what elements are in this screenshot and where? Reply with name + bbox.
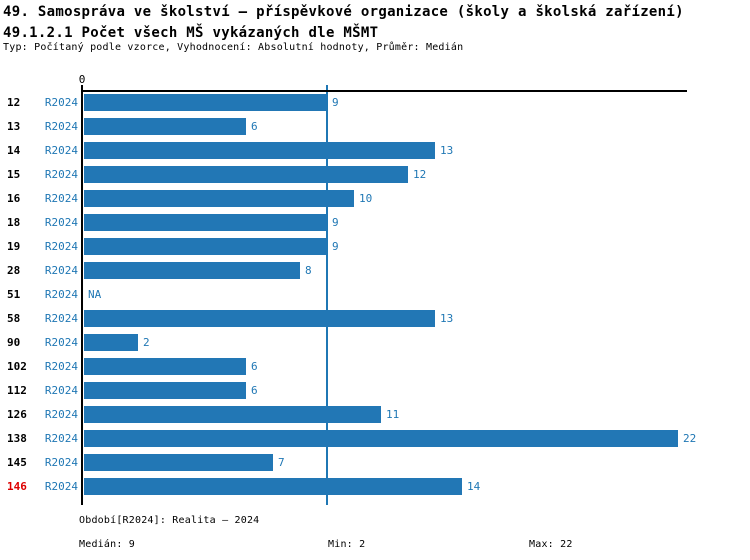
row-series-label: R2024: [44, 384, 78, 397]
row-category-label: 16: [7, 192, 21, 205]
bar-value-label: 22: [683, 432, 697, 445]
bar-value-label: 10: [359, 192, 373, 205]
row-category-label: 12: [7, 96, 21, 109]
x-axis-tick-label-0: 0: [78, 73, 86, 86]
bar: [84, 430, 678, 447]
bar: [84, 334, 138, 351]
row-category-label: 112: [7, 384, 27, 397]
bar: [84, 262, 300, 279]
row-series-label: R2024: [44, 408, 78, 421]
bar-value-label: 6: [251, 384, 258, 397]
bar-value-label: 14: [467, 480, 481, 493]
median-reference-line: [326, 85, 328, 505]
bar: [84, 406, 381, 423]
row-category-label: 51: [7, 288, 21, 301]
bar: [84, 358, 246, 375]
footer-period-label: Období[R2024]: Realita – 2024: [79, 515, 260, 526]
row-category-label: 102: [7, 360, 27, 373]
row-series-label: R2024: [44, 264, 78, 277]
y-axis-line: [81, 85, 83, 505]
row-series-label: R2024: [44, 336, 78, 349]
row-series-label: R2024: [44, 456, 78, 469]
row-category-label: 58: [7, 312, 21, 325]
bar: [84, 238, 327, 255]
bar-value-label: 11: [386, 408, 400, 421]
row-series-label: R2024: [44, 192, 78, 205]
report-title: 49. Samospráva ve školství – příspěvkové…: [3, 4, 684, 20]
bar-value-label: 9: [332, 240, 339, 253]
row-category-label: 19: [7, 240, 21, 253]
bar: [84, 94, 327, 111]
row-series-label: R2024: [44, 432, 78, 445]
row-category-label: 15: [7, 168, 21, 181]
bar-value-label: 6: [251, 120, 258, 133]
row-series-label: R2024: [44, 144, 78, 157]
bar: [84, 214, 327, 231]
bar-value-label: 2: [143, 336, 150, 349]
bar-value-label: 9: [332, 216, 339, 229]
row-series-label: R2024: [44, 216, 78, 229]
bar-value-label: 13: [440, 144, 454, 157]
row-series-label: R2024: [44, 480, 78, 493]
bar-value-label: 6: [251, 360, 258, 373]
bar: [84, 454, 273, 471]
row-category-label: 28: [7, 264, 21, 277]
row-series-label: R2024: [44, 288, 78, 301]
row-category-label: 90: [7, 336, 21, 349]
bar: [84, 382, 246, 399]
row-series-label: R2024: [44, 96, 78, 109]
row-series-label: R2024: [44, 168, 78, 181]
footer-median-label: Medián: 9: [79, 539, 135, 550]
row-series-label: R2024: [44, 120, 78, 133]
bar-value-label: 7: [278, 456, 285, 469]
row-category-label: 138: [7, 432, 27, 445]
indicator-title: 49.1.2.1 Počet všech MŠ vykázaných dle M…: [3, 25, 379, 41]
row-series-label: R2024: [44, 360, 78, 373]
bar-value-label: 9: [332, 96, 339, 109]
bar: [84, 190, 354, 207]
row-category-label: 126: [7, 408, 27, 421]
bar: [84, 142, 435, 159]
row-series-label: R2024: [44, 312, 78, 325]
bar-value-label: 8: [305, 264, 312, 277]
bar: [84, 118, 246, 135]
row-category-label: 14: [7, 144, 21, 157]
bar-value-label: 12: [413, 168, 427, 181]
bar: [84, 310, 435, 327]
row-category-label: 145: [7, 456, 27, 469]
x-axis-line: [81, 90, 687, 92]
row-category-label: 13: [7, 120, 21, 133]
bar-na-label: NA: [88, 288, 102, 301]
row-category-label: 18: [7, 216, 21, 229]
bar: [84, 166, 408, 183]
indicator-subtitle: Typ: Počítaný podle vzorce, Vyhodnocení:…: [3, 42, 464, 53]
footer-min-label: Min: 2: [328, 539, 366, 550]
row-series-label: R2024: [44, 240, 78, 253]
bar: [84, 478, 462, 495]
footer-max-label: Max: 22: [529, 539, 573, 550]
row-category-label: 146: [7, 480, 27, 493]
bar-value-label: 13: [440, 312, 454, 325]
